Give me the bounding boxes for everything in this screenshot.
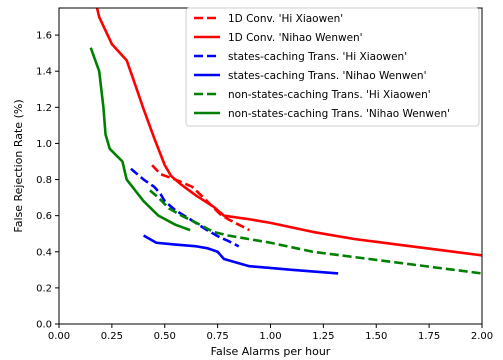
y-tick-label: 0.6: [36, 211, 52, 222]
x-tick-label: 1.75: [418, 331, 440, 342]
x-tick-label: 0.25: [101, 331, 123, 342]
series-line-4: [142, 234, 339, 275]
y-tick-label: 1.2: [36, 103, 52, 114]
y-tick-label: 1.4: [36, 67, 52, 78]
x-tick-label: 0.75: [206, 331, 228, 342]
x-tick-label: 1.50: [365, 331, 387, 342]
legend-label: 1D Conv. 'Nihao Wenwen': [228, 32, 363, 44]
y-tick-label: 1.6: [36, 31, 52, 42]
y-tick-label: 0.4: [36, 247, 52, 258]
x-tick-label: 0.00: [48, 331, 70, 342]
legend-label: non-states-caching Trans. 'Nihao Wenwen': [228, 108, 450, 120]
y-tick-label: 0.8: [36, 175, 52, 186]
x-axis-label: False Alarms per hour: [211, 345, 331, 358]
legend-label: non-states-caching Trans. 'Hi Xiaowen': [228, 89, 431, 101]
legend-label: states-caching Trans. 'Hi Xiaowen': [228, 51, 407, 63]
legend-label: 1D Conv. 'Hi Xiaowen': [228, 13, 343, 25]
x-tick-label: 1.00: [259, 331, 281, 342]
y-tick-label: 0.2: [36, 283, 52, 294]
legend-label: states-caching Trans. 'Nihao Wenwen': [228, 70, 426, 82]
x-tick-label: 2.00: [471, 331, 493, 342]
x-tick-label: 1.25: [312, 331, 334, 342]
x-tick-label: 0.50: [154, 331, 176, 342]
y-tick-label: 1.0: [36, 139, 52, 150]
series-line-5: [149, 189, 482, 275]
y-tick-label: 0.0: [36, 320, 52, 331]
legend-box: [185, 7, 480, 127]
series-line-2: [95, 8, 482, 257]
y-axis-label: False Rejection Rate (%): [12, 99, 25, 232]
series-line-6: [89, 47, 191, 232]
